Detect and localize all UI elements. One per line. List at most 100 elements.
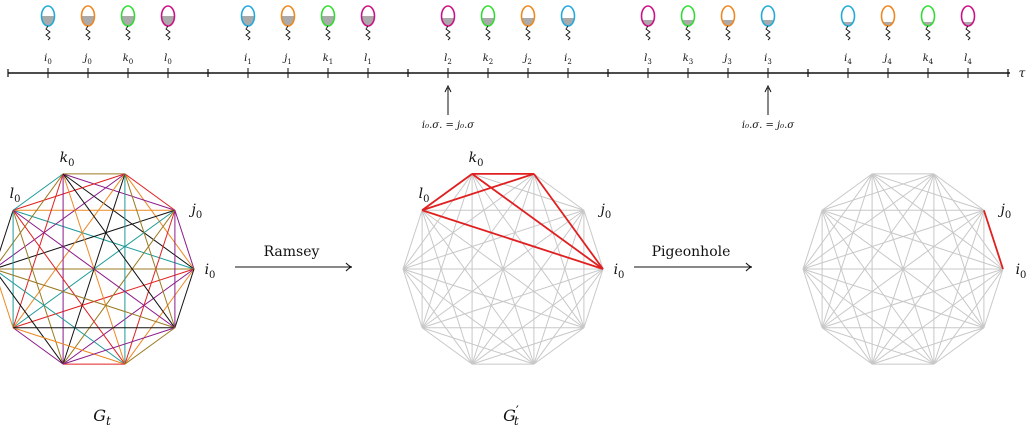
graph-edge (983, 268, 1004, 328)
graph-edge (821, 173, 873, 328)
graph-edge (0, 173, 126, 266)
balloon-level (121, 16, 135, 26)
balloon-level (81, 16, 95, 26)
balloon-j1 (280, 5, 296, 41)
balloon-k4 (920, 5, 936, 41)
balloon-string (885, 25, 891, 41)
graph-edge (802, 173, 935, 270)
vertex-label-k0: k0 (60, 150, 75, 169)
balloon-string (845, 25, 851, 41)
graph-edge (933, 173, 985, 328)
balloon-k3 (680, 5, 696, 41)
graph-edge (821, 210, 873, 365)
balloon-string (125, 25, 131, 41)
balloon-i2 (560, 5, 576, 41)
balloon-level (41, 16, 55, 26)
annotation-arrowhead (444, 84, 452, 93)
balloon-i3 (760, 5, 776, 41)
graph-edge (533, 173, 585, 328)
vertex-label-i0: i0 (205, 262, 216, 281)
graph-edge (174, 268, 195, 328)
balloon-k2 (480, 5, 496, 41)
complete-graph-1 (0, 173, 195, 365)
graph-edge (0, 276, 64, 365)
highlighted-edge (983, 209, 1004, 270)
balloon-label-k1: k1 (323, 53, 334, 66)
balloon-level (881, 22, 895, 26)
graph-edge (802, 268, 935, 365)
balloon-level (681, 20, 695, 26)
balloon-label-l3: l3 (644, 53, 652, 66)
graph-edge (421, 209, 535, 365)
graph-edge (933, 327, 985, 365)
vertex-label-i0: i0 (1016, 262, 1027, 281)
graph-edge (62, 327, 176, 365)
graph-name: Gt (93, 406, 111, 428)
balloon-label-k2: k2 (483, 53, 494, 66)
balloon-label-j2: j2 (522, 53, 532, 66)
balloon-label-l4: l4 (964, 53, 972, 66)
graph-edge (802, 210, 823, 270)
balloon-string (245, 25, 251, 41)
graph-edge (583, 268, 604, 328)
balloon-label-l0: l0 (164, 53, 172, 66)
graph-edge (402, 268, 535, 365)
balloon-l2 (440, 5, 456, 41)
vertex-label-k0: k0 (469, 150, 484, 169)
complete-graph-3 (802, 173, 1004, 365)
balloon-string (285, 25, 291, 41)
balloon-label-i2: i2 (564, 53, 572, 66)
balloon-string (725, 25, 731, 41)
graph-edge (421, 327, 535, 365)
balloon-level (241, 16, 255, 26)
graph-edge (821, 327, 935, 365)
balloon-label-i1: i1 (244, 53, 252, 66)
arrow-head (345, 262, 353, 272)
timeline: τ i0 j0 k0 l0 i1 j1 k1 l1 l2 k2 j2 i2 l3 k3 j3 i3 i4 j4 k4 l… (7, 5, 1026, 131)
balloon-level (721, 20, 735, 26)
balloon-label-k0: k0 (123, 53, 134, 66)
balloon-k1 (320, 5, 336, 41)
graph-edge (124, 173, 176, 328)
complete-graph-2 (402, 172, 604, 365)
balloon-label-j3: j3 (722, 53, 732, 66)
graph-edge (871, 327, 985, 365)
arrow-head (745, 262, 753, 272)
balloon-level (161, 16, 175, 26)
balloon-label-k4: k4 (923, 53, 934, 66)
arrow-label: Ramsey (264, 244, 320, 260)
graph-edge (124, 327, 176, 365)
balloon-l4 (960, 5, 976, 41)
graph-edge (802, 268, 985, 329)
balloon-j0 (80, 5, 96, 41)
vertex-label-j0: j0 (998, 202, 1012, 221)
balloon-l3 (640, 5, 656, 41)
balloon-label-i0: i0 (44, 53, 52, 66)
balloon-label-j0: j0 (82, 53, 92, 66)
balloon-string (685, 25, 691, 41)
graph-edge (421, 210, 473, 365)
graph-edge (871, 268, 1004, 365)
annotation-arrowhead (764, 84, 772, 93)
balloon-level (441, 18, 455, 26)
graph-edge (12, 327, 64, 365)
balloon-label-i3: i3 (764, 53, 772, 66)
graph-edge (471, 327, 585, 365)
graph-edge (12, 209, 126, 365)
graph-edge (583, 210, 604, 270)
balloon-string (325, 25, 331, 41)
graph-edge (12, 209, 176, 329)
balloon-level (321, 16, 335, 26)
graph-edge (402, 268, 423, 328)
graph-edge (802, 268, 873, 365)
graph-edge (821, 209, 935, 365)
balloon-string (565, 25, 571, 41)
graph-edge (0, 270, 176, 329)
vertex-label-j0: j0 (189, 202, 203, 221)
balloon-j4 (880, 5, 896, 41)
graph-edge (0, 210, 14, 253)
annotation-text: i₀.σ. = j₀.σ (742, 120, 795, 131)
balloon-i4 (840, 5, 856, 41)
graphs: l0 k0 j0 i0 Gt l0 k0 j0 i0 G′ t j0 i0 (0, 150, 1026, 428)
